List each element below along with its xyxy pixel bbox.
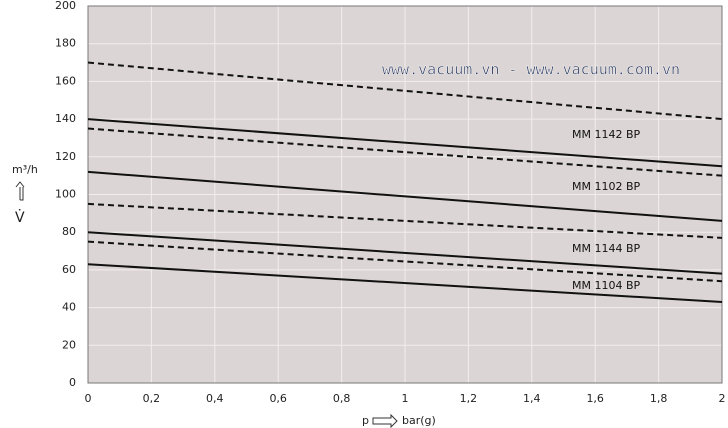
series-line	[87, 61, 723, 121]
y-axis-symbol: V̇	[15, 209, 25, 226]
y-axis-arrow	[15, 181, 25, 201]
y-axis-label: m³/h	[12, 163, 38, 176]
plot-frame	[87, 5, 723, 384]
x-tick-label: 0,8	[333, 392, 351, 405]
y-tick-label: 180	[55, 37, 76, 50]
series-annotation: MM 1142 BP	[572, 128, 641, 141]
series-line	[87, 231, 723, 275]
y-tick-label: 120	[55, 150, 76, 163]
y-tick-label: 80	[62, 225, 76, 238]
series-line	[87, 263, 723, 303]
series-line	[87, 170, 723, 222]
x-tick-label: 2	[719, 392, 726, 405]
y-tick-label: 200	[55, 0, 76, 12]
series-line	[87, 118, 723, 168]
y-tick-label: 20	[62, 338, 76, 351]
y-tick-label: 140	[55, 112, 76, 125]
x-tick-label: 1,2	[460, 392, 478, 405]
x-tick-label: 0,4	[206, 392, 224, 405]
series-annotation: MM 1144 BP	[572, 242, 641, 255]
series-annotation: MM 1104 BP	[572, 279, 641, 292]
y-tick-label: 60	[62, 263, 76, 276]
y-tick-label: 0	[69, 376, 76, 389]
series-line	[87, 127, 723, 177]
x-tick-label: 0,6	[269, 392, 287, 405]
x-tick-label: 1,6	[586, 392, 604, 405]
x-axis-arrow	[372, 413, 398, 428]
watermark: www.vacuum.vn - www.vacuum.com.vn	[382, 61, 680, 79]
x-tick-label: 0	[85, 392, 92, 405]
x-tick-label: 0,2	[143, 392, 161, 405]
series-line	[87, 240, 723, 283]
series-annotation: MM 1102 BP	[572, 180, 641, 193]
x-tick-label: 1,8	[650, 392, 668, 405]
series-line	[87, 202, 723, 239]
x-axis-label: p	[362, 414, 369, 427]
y-tick-label: 40	[62, 301, 76, 314]
y-tick-label: 100	[55, 188, 76, 201]
y-tick-label: 160	[55, 74, 76, 87]
x-tick-label: 1,4	[523, 392, 541, 405]
x-axis-unit: bar(g)	[402, 414, 436, 427]
x-tick-label: 1	[402, 392, 409, 405]
